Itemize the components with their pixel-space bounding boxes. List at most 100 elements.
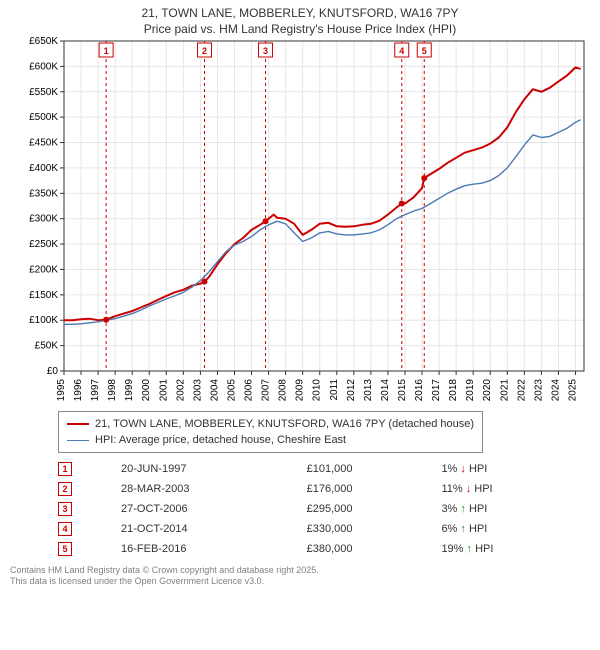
xtick-label: 2015 <box>397 379 408 402</box>
legend-row: HPI: Average price, detached house, Ches… <box>67 432 474 448</box>
sale-point <box>201 279 207 285</box>
xtick-label: 2019 <box>465 379 476 402</box>
legend-label: 21, TOWN LANE, MOBBERLEY, KNUTSFORD, WA1… <box>95 418 474 430</box>
xtick-label: 2025 <box>567 379 578 402</box>
xtick-label: 2005 <box>226 379 237 402</box>
plot-border <box>64 41 584 371</box>
sale-price: £295,000 <box>307 499 442 519</box>
sale-point <box>263 218 269 224</box>
sale-marker-box: 2 <box>58 482 72 496</box>
title-line-2: Price paid vs. HM Land Registry's House … <box>10 22 590 38</box>
xtick-label: 2007 <box>261 379 272 402</box>
ytick-label: £350K <box>29 188 58 199</box>
sale-pct: 11% ↓ HPI <box>441 479 590 499</box>
ytick-label: £0 <box>47 366 59 377</box>
legend-row: 21, TOWN LANE, MOBBERLEY, KNUTSFORD, WA1… <box>67 416 474 432</box>
xtick-label: 2009 <box>295 379 306 402</box>
sale-price: £330,000 <box>307 519 442 539</box>
series-hpi <box>64 120 581 325</box>
arrow-up-icon: ↑ <box>460 523 469 535</box>
ytick-label: £300K <box>29 214 58 225</box>
ytick-label: £450K <box>29 138 58 149</box>
xtick-label: 2004 <box>209 379 220 402</box>
sale-marker-box: 5 <box>58 542 72 556</box>
footer-attribution: Contains HM Land Registry data © Crown c… <box>10 565 590 588</box>
legend-label: HPI: Average price, detached house, Ches… <box>95 434 346 446</box>
sale-marker-box: 3 <box>58 502 72 516</box>
sale-date: 20-JUN-1997 <box>121 459 307 479</box>
xtick-label: 1995 <box>56 379 67 402</box>
xtick-label: 2010 <box>312 379 323 402</box>
arrow-down-icon: ↓ <box>466 483 475 495</box>
xtick-label: 1999 <box>124 379 135 402</box>
table-row: 5 16-FEB-2016£380,00019% ↑ HPI <box>58 539 590 559</box>
footer-line-2: This data is licensed under the Open Gov… <box>10 576 590 587</box>
ytick-label: £100K <box>29 315 58 326</box>
table-row: 2 28-MAR-2003£176,00011% ↓ HPI <box>58 479 590 499</box>
event-marker-label: 4 <box>399 46 404 56</box>
sale-date: 28-MAR-2003 <box>121 479 307 499</box>
ytick-label: £50K <box>35 341 59 352</box>
xtick-label: 2024 <box>550 379 561 402</box>
ytick-label: £250K <box>29 239 58 250</box>
ytick-label: £650K <box>29 37 58 47</box>
sale-marker-box: 4 <box>58 522 72 536</box>
event-marker-label: 3 <box>263 46 268 56</box>
sale-price: £380,000 <box>307 539 442 559</box>
sale-point <box>103 317 109 323</box>
table-row: 120-JUN-1997£101,0001% ↓ HPI <box>58 459 590 479</box>
table-row: 3 27-OCT-2006£295,0003% ↑ HPI <box>58 499 590 519</box>
arrow-down-icon: ↓ <box>460 463 469 475</box>
legend-swatch <box>67 423 89 425</box>
sale-point <box>399 201 405 207</box>
arrow-up-icon: ↑ <box>467 543 476 555</box>
xtick-label: 2014 <box>380 379 391 402</box>
sale-date: 16-FEB-2016 <box>121 539 307 559</box>
xtick-label: 2023 <box>533 379 544 402</box>
ytick-label: £150K <box>29 290 58 301</box>
sale-date: 27-OCT-2006 <box>121 499 307 519</box>
ytick-label: £500K <box>29 112 58 123</box>
xtick-label: 2006 <box>244 379 255 402</box>
xtick-label: 1998 <box>107 379 118 402</box>
event-marker-label: 2 <box>202 46 207 56</box>
xtick-label: 2022 <box>516 379 527 402</box>
event-marker-label: 1 <box>104 46 109 56</box>
xtick-label: 2016 <box>414 379 425 402</box>
sales-table: 120-JUN-1997£101,0001% ↓ HPI 2 28-MAR-2003… <box>58 459 590 559</box>
xtick-label: 2008 <box>278 379 289 402</box>
xtick-label: 1997 <box>90 379 101 402</box>
arrow-up-icon: ↑ <box>460 503 469 515</box>
xtick-label: 2000 <box>141 379 152 402</box>
xtick-label: 2013 <box>363 379 374 402</box>
footer-line-1: Contains HM Land Registry data © Crown c… <box>10 565 590 576</box>
table-row: 4 21-OCT-2014£330,0006% ↑ HPI <box>58 519 590 539</box>
sale-price: £101,000 <box>307 459 442 479</box>
event-marker-label: 5 <box>422 46 427 56</box>
ytick-label: £200K <box>29 265 58 276</box>
xtick-label: 2017 <box>431 379 442 402</box>
sale-price: £176,000 <box>307 479 442 499</box>
xtick-label: 2020 <box>482 379 493 402</box>
legend-swatch <box>67 440 89 441</box>
title-line-1: 21, TOWN LANE, MOBBERLEY, KNUTSFORD, WA1… <box>10 6 590 22</box>
xtick-label: 2002 <box>175 379 186 402</box>
xtick-label: 2012 <box>346 379 357 402</box>
chart-area: £0 £50K £100K £150K £200K £250K £300K £350K £400… <box>10 37 590 405</box>
ytick-label: £600K <box>29 62 58 73</box>
sale-date: 21-OCT-2014 <box>121 519 307 539</box>
sale-pct: 6% ↑ HPI <box>441 519 590 539</box>
xtick-label: 2001 <box>158 379 169 402</box>
sale-point <box>421 175 427 181</box>
sale-pct: 3% ↑ HPI <box>441 499 590 519</box>
legend: 21, TOWN LANE, MOBBERLEY, KNUTSFORD, WA1… <box>58 411 483 453</box>
ytick-label: £400K <box>29 163 58 174</box>
xtick-label: 2011 <box>329 379 340 401</box>
chart-container: 21, TOWN LANE, MOBBERLEY, KNUTSFORD, WA1… <box>0 0 600 650</box>
xtick-label: 2018 <box>448 379 459 402</box>
xtick-label: 1996 <box>73 379 84 402</box>
ytick-label: £550K <box>29 87 58 98</box>
title-block: 21, TOWN LANE, MOBBERLEY, KNUTSFORD, WA1… <box>10 6 590 37</box>
sale-pct: 19% ↑ HPI <box>441 539 590 559</box>
xtick-label: 2003 <box>192 379 203 402</box>
